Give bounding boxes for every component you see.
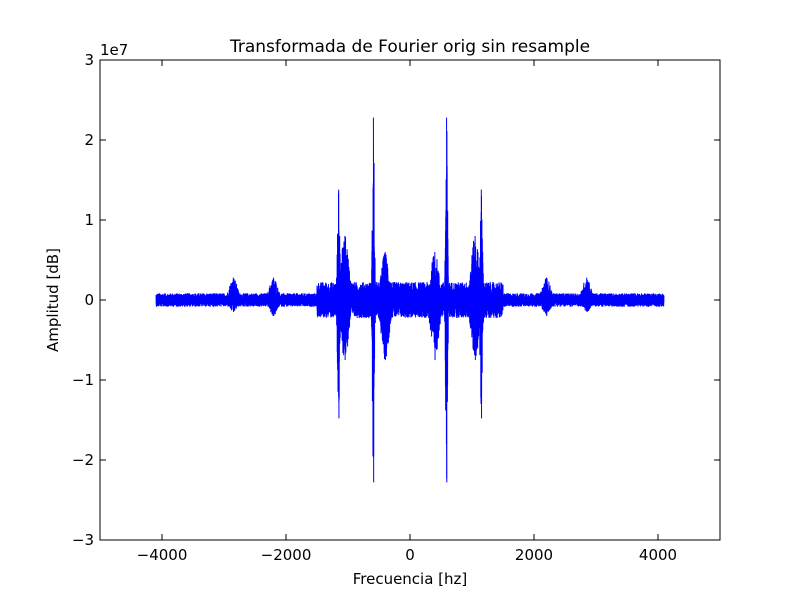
y-tick-label: −1 [72,371,94,389]
x-axis-title: Frecuencia [hz] [353,570,468,588]
chart-title: Transformada de Fourier orig sin resampl… [229,37,590,57]
plot-area [155,117,665,483]
y-tick-label: 0 [84,291,94,309]
x-tick-label: −2000 [261,546,312,564]
y-tick-label: 3 [84,51,94,69]
y-tick-label: −3 [72,531,94,549]
x-tick-label: 2000 [515,546,553,564]
x-tick-label: −4000 [137,546,188,564]
y-tick-label: −2 [72,451,94,469]
y-offset-label: 1e7 [100,41,128,59]
series-line [155,117,665,483]
x-tick-label: 0 [405,546,415,564]
y-tick-label: 2 [84,131,94,149]
ticks-layer: −4000 −2000 0 2000 4000 −3 −2 −1 0 1 2 3 [72,51,720,564]
series-layer [155,117,665,483]
y-tick-label: 1 [84,211,94,229]
y-axis-title: Amplitud [dB] [44,248,62,352]
x-tick-label: 4000 [639,546,677,564]
